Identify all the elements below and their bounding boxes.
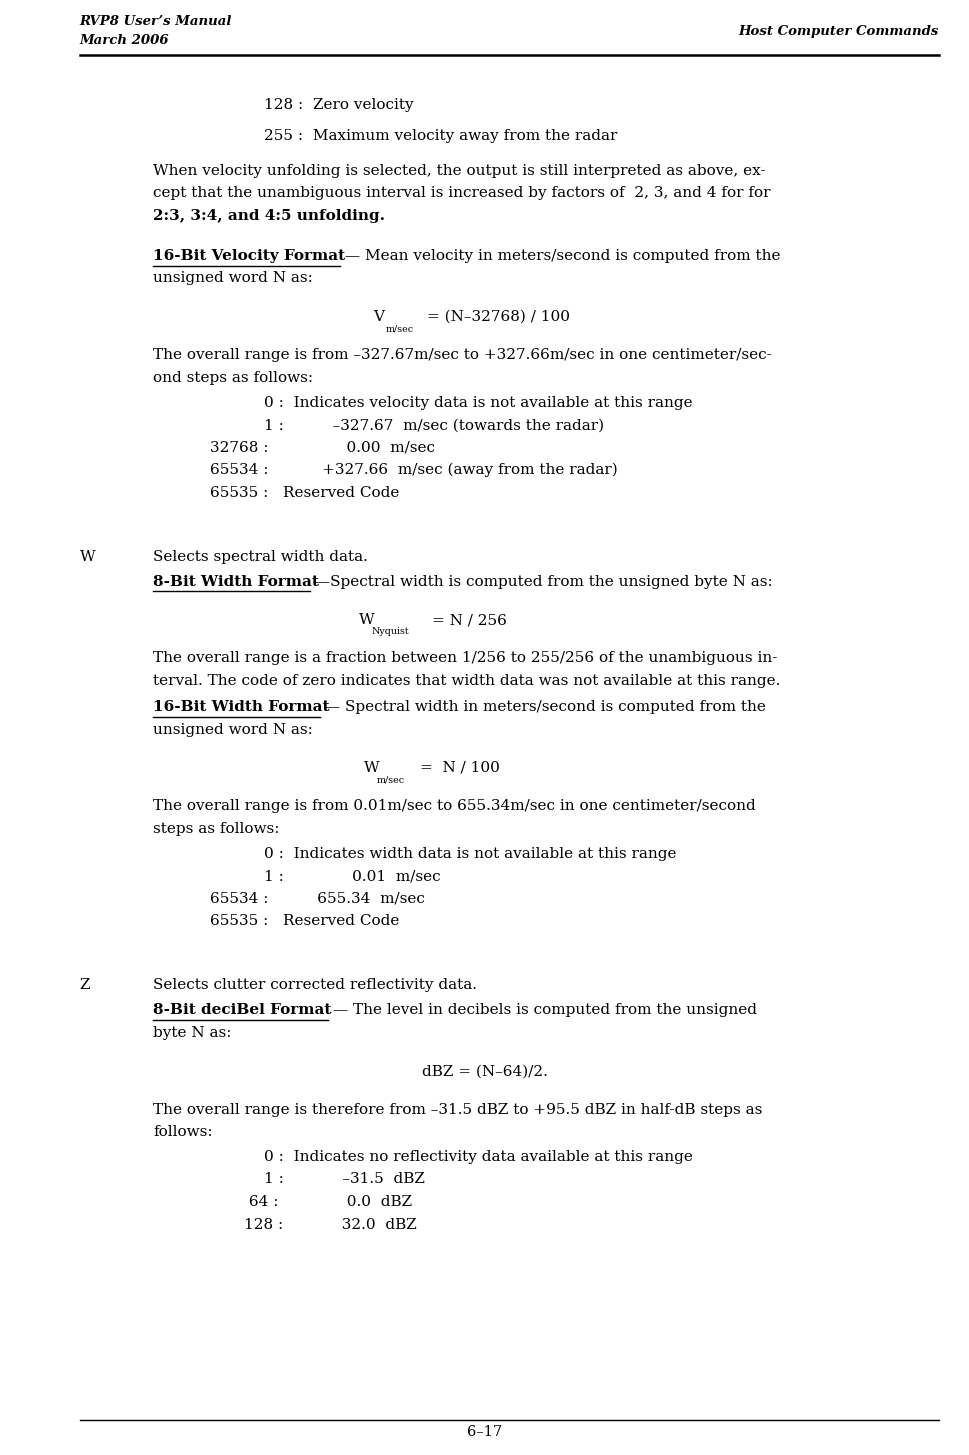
Text: 8-Bit deciBel Format: 8-Bit deciBel Format: [153, 1002, 331, 1017]
Text: unsigned word N as:: unsigned word N as:: [153, 723, 313, 736]
Text: RVP8 User’s Manual: RVP8 User’s Manual: [79, 15, 232, 28]
Text: The overall range is from 0.01m/sec to 655.34m/sec in one centimeter/second: The overall range is from 0.01m/sec to 6…: [153, 799, 755, 813]
Text: The overall range is a fraction between 1/256 to 255/256 of the unambiguous in-: The overall range is a fraction between …: [153, 652, 777, 665]
Text: ond steps as follows:: ond steps as follows:: [153, 371, 313, 384]
Text: =  N / 100: = N / 100: [420, 761, 499, 776]
Text: Host Computer Commands: Host Computer Commands: [737, 25, 938, 38]
Text: steps as follows:: steps as follows:: [153, 822, 279, 837]
Text: 16-Bit Width Format: 16-Bit Width Format: [153, 700, 329, 714]
Text: The overall range is from –327.67m/sec to +327.66m/sec in one centimeter/sec-: The overall range is from –327.67m/sec t…: [153, 348, 771, 362]
Text: 65534 :          655.34  m/sec: 65534 : 655.34 m/sec: [210, 892, 425, 906]
Text: 65535 :   Reserved Code: 65535 : Reserved Code: [210, 486, 399, 501]
Text: 0 :  Indicates width data is not available at this range: 0 : Indicates width data is not availabl…: [264, 847, 675, 861]
Text: 1 :          –327.67  m/sec (towards the radar): 1 : –327.67 m/sec (towards the radar): [264, 418, 604, 432]
Text: — Spectral width in meters/second is computed from the: — Spectral width in meters/second is com…: [320, 700, 766, 714]
Text: dBZ = (N–64)/2.: dBZ = (N–64)/2.: [422, 1064, 547, 1078]
Text: 1 :              0.01  m/sec: 1 : 0.01 m/sec: [264, 869, 440, 883]
Text: unsigned word N as:: unsigned word N as:: [153, 272, 313, 285]
Text: 128 :  Zero velocity: 128 : Zero velocity: [264, 97, 413, 112]
Text: 65535 :   Reserved Code: 65535 : Reserved Code: [210, 914, 399, 928]
Text: — Mean velocity in meters/second is computed from the: — Mean velocity in meters/second is comp…: [340, 249, 780, 263]
Text: Z: Z: [79, 978, 90, 992]
Text: 16-Bit Velocity Format: 16-Bit Velocity Format: [153, 249, 345, 263]
Text: 65534 :           +327.66  m/sec (away from the radar): 65534 : +327.66 m/sec (away from the rad…: [210, 463, 617, 477]
Text: 255 :  Maximum velocity away from the radar: 255 : Maximum velocity away from the rad…: [264, 128, 616, 143]
Text: W: W: [359, 613, 374, 627]
Text: 0 :  Indicates velocity data is not available at this range: 0 : Indicates velocity data is not avail…: [264, 396, 692, 410]
Text: cept that the unambiguous interval is increased by factors of  2, 3, and 4 for f: cept that the unambiguous interval is in…: [153, 186, 770, 201]
Text: 1 :            –31.5  dBZ: 1 : –31.5 dBZ: [264, 1173, 424, 1186]
Text: 128 :            32.0  dBZ: 128 : 32.0 dBZ: [244, 1218, 417, 1231]
Text: March 2006: March 2006: [79, 33, 169, 47]
Text: 2:3, 3:4, and 4:5 unfolding.: 2:3, 3:4, and 4:5 unfolding.: [153, 210, 385, 223]
Text: When velocity unfolding is selected, the output is still interpreted as above, e: When velocity unfolding is selected, the…: [153, 164, 766, 178]
Text: m/sec: m/sec: [386, 324, 414, 333]
Text: m/sec: m/sec: [376, 776, 404, 784]
Text: byte N as:: byte N as:: [153, 1026, 232, 1040]
Text: W: W: [363, 761, 379, 776]
Text: W: W: [79, 550, 95, 565]
Text: 32768 :                0.00  m/sec: 32768 : 0.00 m/sec: [210, 441, 435, 455]
Text: Selects spectral width data.: Selects spectral width data.: [153, 550, 368, 565]
Text: follows:: follows:: [153, 1125, 212, 1139]
Text: —Spectral width is computed from the unsigned byte N as:: —Spectral width is computed from the uns…: [310, 575, 772, 589]
Text: Selects clutter corrected reflectivity data.: Selects clutter corrected reflectivity d…: [153, 978, 477, 992]
Text: terval. The code of zero indicates that width data was not available at this ran: terval. The code of zero indicates that …: [153, 674, 780, 688]
Text: 64 :              0.0  dBZ: 64 : 0.0 dBZ: [244, 1195, 412, 1209]
Text: 6–17: 6–17: [467, 1424, 502, 1439]
Text: V: V: [373, 310, 384, 324]
Text: The overall range is therefore from –31.5 dBZ to +95.5 dBZ in half-dB steps as: The overall range is therefore from –31.…: [153, 1103, 762, 1116]
Text: = N / 256: = N / 256: [431, 613, 506, 627]
Text: 0 :  Indicates no reflectivity data available at this range: 0 : Indicates no reflectivity data avail…: [264, 1149, 692, 1164]
Text: = (N–32768) / 100: = (N–32768) / 100: [426, 310, 569, 324]
Text: — The level in decibels is computed from the unsigned: — The level in decibels is computed from…: [328, 1002, 756, 1017]
Text: Nyquist: Nyquist: [371, 627, 409, 636]
Text: 8-Bit Width Format: 8-Bit Width Format: [153, 575, 319, 589]
